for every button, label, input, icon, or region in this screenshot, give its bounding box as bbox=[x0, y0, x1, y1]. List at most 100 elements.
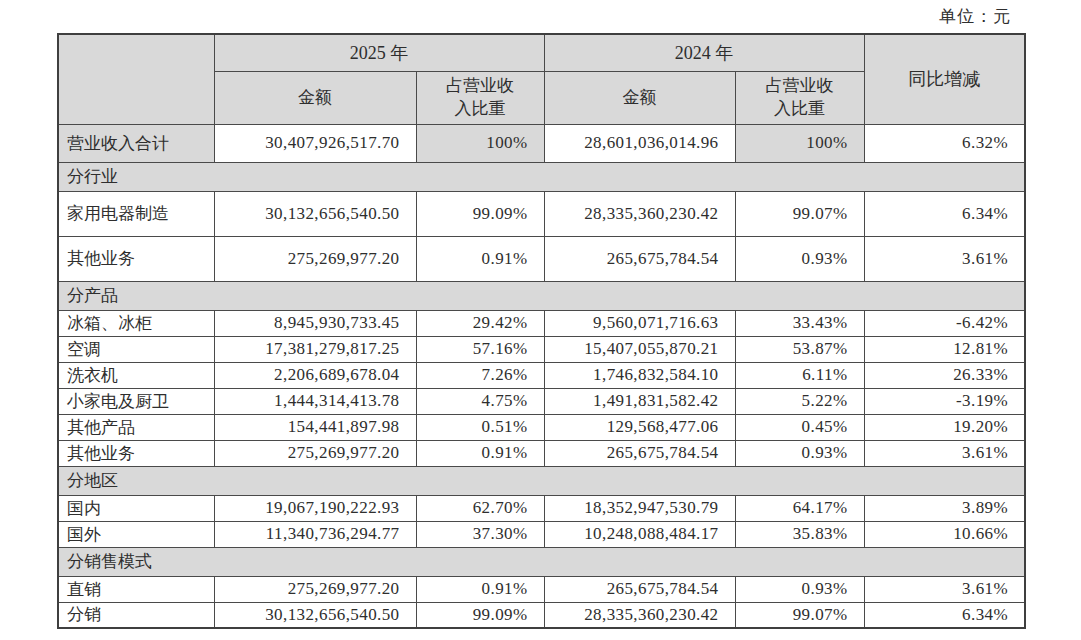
yoy-cell: 6.34% bbox=[864, 602, 1025, 628]
pct-2025-cell: 0.91% bbox=[416, 440, 544, 466]
pct-2024-cell: 6.11% bbox=[735, 362, 864, 388]
header-cell-empty bbox=[58, 34, 214, 124]
yoy-cell: 3.89% bbox=[864, 495, 1025, 521]
header-cell-pct-2025: 占营业收 入比重 bbox=[416, 71, 544, 124]
amount-2024-cell: 18,352,947,530.79 bbox=[544, 495, 735, 521]
pct-2024-cell: 33.43% bbox=[735, 310, 864, 336]
pct-2025-cell: 99.09% bbox=[416, 602, 544, 628]
amount-2025-cell: 154,441,897.98 bbox=[214, 414, 416, 440]
amount-2024-cell: 1,746,832,584.10 bbox=[544, 362, 735, 388]
table-row: 分销 30,132,656,540.50 99.09% 28,335,360,2… bbox=[58, 602, 1025, 628]
row-label: 其他产品 bbox=[58, 414, 214, 440]
pct-2025-cell: 100% bbox=[416, 124, 544, 162]
amount-2025-cell: 17,381,279,817.25 bbox=[214, 336, 416, 362]
pct-2024-cell: 100% bbox=[735, 124, 864, 162]
table-row: 空调 17,381,279,817.25 57.16% 15,407,055,8… bbox=[58, 336, 1025, 362]
pct-2024-cell: 0.93% bbox=[735, 236, 864, 281]
row-label: 国外 bbox=[58, 521, 214, 547]
yoy-cell: 26.33% bbox=[864, 362, 1025, 388]
pct-2024-cell: 64.17% bbox=[735, 495, 864, 521]
pct-2024-cell: 0.93% bbox=[735, 440, 864, 466]
pct-2024-cell: 53.87% bbox=[735, 336, 864, 362]
amount-2025-cell: 11,340,736,294.77 bbox=[214, 521, 416, 547]
section-row: 分销售模式 bbox=[58, 547, 1025, 576]
header-cell-pct-2024: 占营业收 入比重 bbox=[735, 71, 864, 124]
pct-2024-cell: 99.07% bbox=[735, 191, 864, 236]
table-row: 家用电器制造 30,132,656,540.50 99.09% 28,335,3… bbox=[58, 191, 1025, 236]
row-label: 其他业务 bbox=[58, 440, 214, 466]
table-row: 直销 275,269,977.20 0.91% 265,675,784.54 0… bbox=[58, 576, 1025, 602]
row-label: 其他业务 bbox=[58, 236, 214, 281]
yoy-cell: 10.66% bbox=[864, 521, 1025, 547]
table-row: 国外 11,340,736,294.77 37.30% 10,248,088,4… bbox=[58, 521, 1025, 547]
amount-2024-cell: 10,248,088,484.17 bbox=[544, 521, 735, 547]
pct-2025-cell: 0.91% bbox=[416, 576, 544, 602]
unit-label: 单位：元 bbox=[939, 5, 1011, 28]
header-cell-2025: 2025 年 bbox=[214, 34, 544, 71]
pct-2024-cell: 5.22% bbox=[735, 388, 864, 414]
amount-2025-cell: 19,067,190,222.93 bbox=[214, 495, 416, 521]
yoy-cell: -6.42% bbox=[864, 310, 1025, 336]
amount-2024-cell: 9,560,071,716.63 bbox=[544, 310, 735, 336]
row-label: 国内 bbox=[58, 495, 214, 521]
amount-2025-cell: 30,407,926,517.70 bbox=[214, 124, 416, 162]
yoy-cell: 6.34% bbox=[864, 191, 1025, 236]
section-row: 分行业 bbox=[58, 162, 1025, 191]
row-label: 冰箱、冰柜 bbox=[58, 310, 214, 336]
yoy-cell: 19.20% bbox=[864, 414, 1025, 440]
header-cell-amount-2024: 金额 bbox=[544, 71, 735, 124]
pct-2025-cell: 62.70% bbox=[416, 495, 544, 521]
amount-2025-cell: 1,444,314,413.78 bbox=[214, 388, 416, 414]
amount-2024-cell: 265,675,784.54 bbox=[544, 576, 735, 602]
row-label: 洗衣机 bbox=[58, 362, 214, 388]
table-row: 营业收入合计 30,407,926,517.70 100% 28,601,036… bbox=[58, 124, 1025, 162]
document-page: 单位：元 2025 年 2024 年 同比增减 金额 占营业收 入比重 金额 占… bbox=[0, 0, 1081, 640]
yoy-cell: 3.61% bbox=[864, 236, 1025, 281]
amount-2024-cell: 28,335,360,230.42 bbox=[544, 602, 735, 628]
row-label: 分销 bbox=[58, 602, 214, 628]
header-cell-yoy: 同比增减 bbox=[864, 34, 1025, 124]
pct-2024-cell: 35.83% bbox=[735, 521, 864, 547]
pct-2025-cell: 7.26% bbox=[416, 362, 544, 388]
table-row: 其他业务 275,269,977.20 0.91% 265,675,784.54… bbox=[58, 236, 1025, 281]
amount-2024-cell: 15,407,055,870.21 bbox=[544, 336, 735, 362]
pct-2024-cell: 0.45% bbox=[735, 414, 864, 440]
amount-2025-cell: 30,132,656,540.50 bbox=[214, 602, 416, 628]
table-row: 其他产品 154,441,897.98 0.51% 129,568,477.06… bbox=[58, 414, 1025, 440]
amount-2025-cell: 2,206,689,678.04 bbox=[214, 362, 416, 388]
table-row: 洗衣机 2,206,689,678.04 7.26% 1,746,832,584… bbox=[58, 362, 1025, 388]
header-cell-2024: 2024 年 bbox=[544, 34, 864, 71]
row-label: 小家电及厨卫 bbox=[58, 388, 214, 414]
amount-2024-cell: 265,675,784.54 bbox=[544, 440, 735, 466]
table-head: 2025 年 2024 年 同比增减 金额 占营业收 入比重 金额 占营业收 入… bbox=[58, 34, 1025, 124]
row-label: 直销 bbox=[58, 576, 214, 602]
row-label: 空调 bbox=[58, 336, 214, 362]
table-row: 小家电及厨卫 1,444,314,413.78 4.75% 1,491,831,… bbox=[58, 388, 1025, 414]
table-row: 国内 19,067,190,222.93 62.70% 18,352,947,5… bbox=[58, 495, 1025, 521]
amount-2025-cell: 30,132,656,540.50 bbox=[214, 191, 416, 236]
amount-2024-cell: 129,568,477.06 bbox=[544, 414, 735, 440]
pct-2025-cell: 0.91% bbox=[416, 236, 544, 281]
amount-2025-cell: 275,269,977.20 bbox=[214, 576, 416, 602]
section-label: 分产品 bbox=[58, 281, 1025, 310]
table-row: 其他业务 275,269,977.20 0.91% 265,675,784.54… bbox=[58, 440, 1025, 466]
amount-2024-cell: 28,335,360,230.42 bbox=[544, 191, 735, 236]
pct-2024-cell: 0.93% bbox=[735, 576, 864, 602]
pct-2025-cell: 29.42% bbox=[416, 310, 544, 336]
amount-2025-cell: 275,269,977.20 bbox=[214, 440, 416, 466]
yoy-cell: 3.61% bbox=[864, 576, 1025, 602]
table-body: 营业收入合计 30,407,926,517.70 100% 28,601,036… bbox=[58, 124, 1025, 628]
amount-2025-cell: 8,945,930,733.45 bbox=[214, 310, 416, 336]
section-row: 分产品 bbox=[58, 281, 1025, 310]
header-row-years: 2025 年 2024 年 同比增减 bbox=[58, 34, 1025, 71]
yoy-cell: 12.81% bbox=[864, 336, 1025, 362]
section-row: 分地区 bbox=[58, 466, 1025, 495]
pct-2025-cell: 37.30% bbox=[416, 521, 544, 547]
row-label: 家用电器制造 bbox=[58, 191, 214, 236]
amount-2024-cell: 265,675,784.54 bbox=[544, 236, 735, 281]
pct-2025-cell: 99.09% bbox=[416, 191, 544, 236]
yoy-cell: 6.32% bbox=[864, 124, 1025, 162]
row-label: 营业收入合计 bbox=[58, 124, 214, 162]
amount-2024-cell: 28,601,036,014.96 bbox=[544, 124, 735, 162]
yoy-cell: 3.61% bbox=[864, 440, 1025, 466]
